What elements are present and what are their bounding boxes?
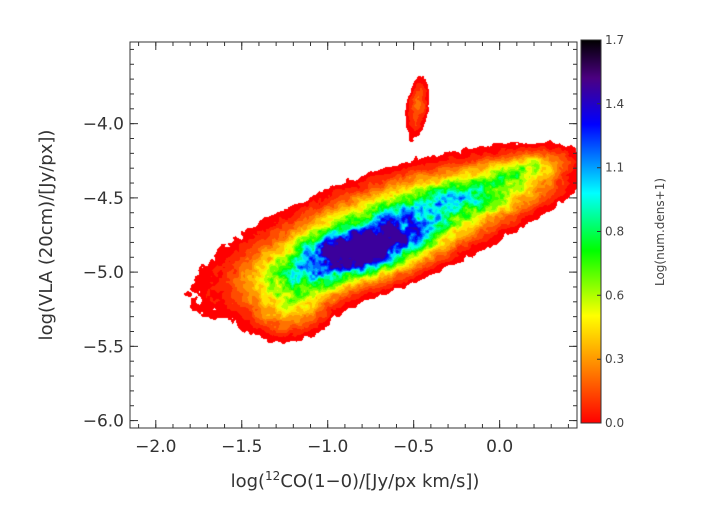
y-axis-title: log(VLA (20cm)/[Jy/px])	[36, 130, 57, 341]
x-axis-title-prefix: log(	[231, 471, 265, 492]
colorbar-tick-label: 0.0	[605, 416, 624, 430]
colorbar-tick-label: 1.1	[605, 161, 624, 175]
colorbar-tick-label: 0.8	[605, 225, 624, 239]
y-axis-ticks: −6.0 −5.5 −5.0 −4.5 −4.0	[83, 48, 577, 432]
x-axis-ticks: −2.0 −1.5 −1.0 −0.5 0.0	[135, 42, 569, 457]
colorbar-title: Log(num.dens+1)	[653, 178, 667, 286]
density-map	[130, 42, 577, 428]
y-tick-label: −5.5	[83, 337, 124, 357]
x-tick-label: −0.5	[393, 437, 434, 457]
x-axis-title: log(12CO(1−0)/[Jy/px km/s])	[231, 469, 480, 492]
colorbar	[581, 40, 601, 423]
x-tick-label: −2.0	[135, 437, 176, 457]
colorbar-tick-label: 1.7	[605, 33, 624, 47]
y-tick-label: −5.0	[83, 263, 124, 283]
x-tick-label: −1.5	[221, 437, 262, 457]
x-axis-title-sup: 12	[265, 469, 280, 483]
plot-frame	[129, 41, 578, 429]
density-map-container	[130, 42, 577, 428]
colorbar-tick-label: 0.3	[605, 352, 624, 366]
y-tick-label: −6.0	[83, 412, 124, 432]
y-tick-label: −4.0	[83, 115, 124, 135]
y-tick-label: −4.5	[83, 189, 124, 209]
colorbar-tick-label: 1.4	[605, 97, 624, 111]
x-axis-title-suffix: CO(1−0)/[Jy/px km/s])	[280, 471, 479, 492]
x-tick-label: 0.0	[486, 437, 513, 457]
colorbar-ticks: 0.0 0.3 0.6 0.8 1.1 1.4 1.7	[597, 33, 624, 430]
colorbar-tick-label: 0.6	[605, 288, 624, 302]
x-tick-label: −1.0	[307, 437, 348, 457]
